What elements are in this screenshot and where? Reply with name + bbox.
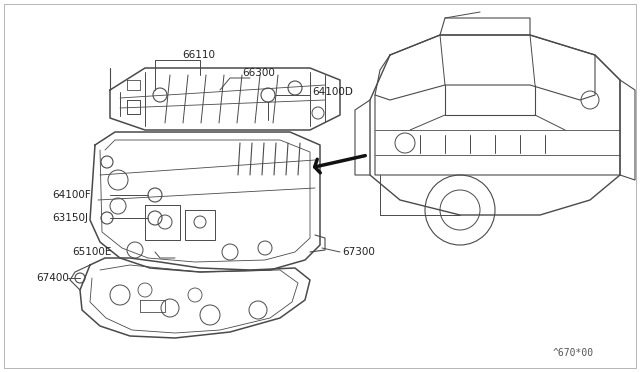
Text: 66300: 66300 xyxy=(242,68,275,78)
Text: 63150J: 63150J xyxy=(52,213,88,223)
Text: 67300: 67300 xyxy=(342,247,375,257)
Text: 65100E: 65100E xyxy=(72,247,111,257)
Text: 66110: 66110 xyxy=(182,50,215,60)
Text: ^670*00: ^670*00 xyxy=(552,349,593,358)
Text: 67400: 67400 xyxy=(36,273,69,283)
Text: 64100D: 64100D xyxy=(312,87,353,97)
Text: 64100F: 64100F xyxy=(52,190,91,200)
